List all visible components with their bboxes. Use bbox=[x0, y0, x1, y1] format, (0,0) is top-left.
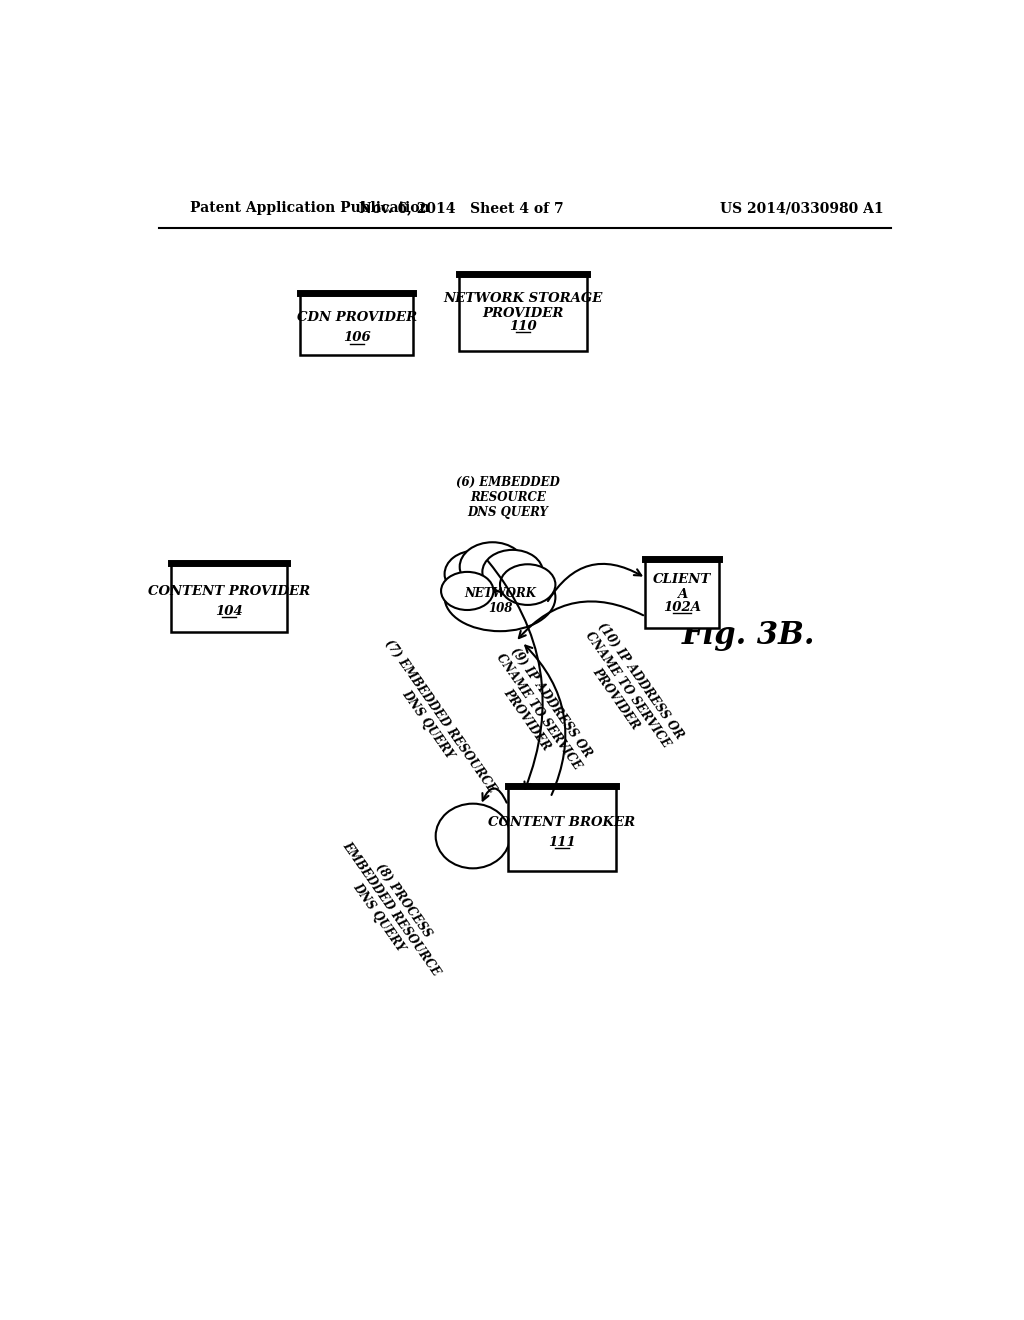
Text: (6) EMBEDDED
RESOURCE
DNS QUERY: (6) EMBEDDED RESOURCE DNS QUERY bbox=[456, 475, 560, 519]
Text: 106: 106 bbox=[343, 331, 371, 345]
Text: Nov. 6, 2014   Sheet 4 of 7: Nov. 6, 2014 Sheet 4 of 7 bbox=[359, 202, 563, 215]
Ellipse shape bbox=[444, 564, 555, 631]
Ellipse shape bbox=[482, 550, 543, 594]
Text: US 2014/0330980 A1: US 2014/0330980 A1 bbox=[721, 202, 884, 215]
Text: Fig. 3B.: Fig. 3B. bbox=[681, 620, 815, 651]
Bar bbox=[645, 558, 719, 628]
Text: (7) EMBEDDED RESOURCE
DNS QUERY: (7) EMBEDDED RESOURCE DNS QUERY bbox=[370, 638, 499, 804]
Text: CLIENT
A: CLIENT A bbox=[653, 573, 712, 602]
Text: 102A: 102A bbox=[664, 601, 701, 614]
Ellipse shape bbox=[441, 572, 494, 610]
Text: 111: 111 bbox=[548, 836, 575, 849]
Text: CDN PROVIDER: CDN PROVIDER bbox=[297, 312, 417, 325]
Ellipse shape bbox=[460, 543, 525, 591]
Ellipse shape bbox=[444, 550, 505, 598]
Bar bbox=[171, 562, 287, 632]
Text: CONTENT BROKER: CONTENT BROKER bbox=[488, 816, 636, 829]
Text: CONTENT PROVIDER: CONTENT PROVIDER bbox=[147, 585, 310, 598]
Text: 110: 110 bbox=[509, 319, 538, 333]
Text: (9) IP ADDRESS OR
CNAME TO SERVICE
PROVIDER: (9) IP ADDRESS OR CNAME TO SERVICE PROVI… bbox=[481, 643, 596, 780]
Text: NETWORK
108: NETWORK 108 bbox=[464, 587, 536, 615]
Bar bbox=[300, 293, 413, 355]
Text: NETWORK STORAGE
PROVIDER: NETWORK STORAGE PROVIDER bbox=[443, 292, 603, 321]
Text: (8) PROCESS
EMBEDDED RESOURCE
DNS QUERY: (8) PROCESS EMBEDDED RESOURCE DNS QUERY bbox=[328, 832, 456, 987]
Text: Patent Application Publication: Patent Application Publication bbox=[190, 202, 430, 215]
Bar bbox=[460, 275, 587, 351]
Ellipse shape bbox=[500, 564, 555, 605]
Ellipse shape bbox=[435, 804, 510, 869]
Bar bbox=[508, 785, 616, 871]
Text: (10) IP ADDRESS OR
CNAME TO SERVICE
PROVIDER: (10) IP ADDRESS OR CNAME TO SERVICE PROV… bbox=[570, 620, 685, 759]
Text: 104: 104 bbox=[215, 605, 243, 618]
